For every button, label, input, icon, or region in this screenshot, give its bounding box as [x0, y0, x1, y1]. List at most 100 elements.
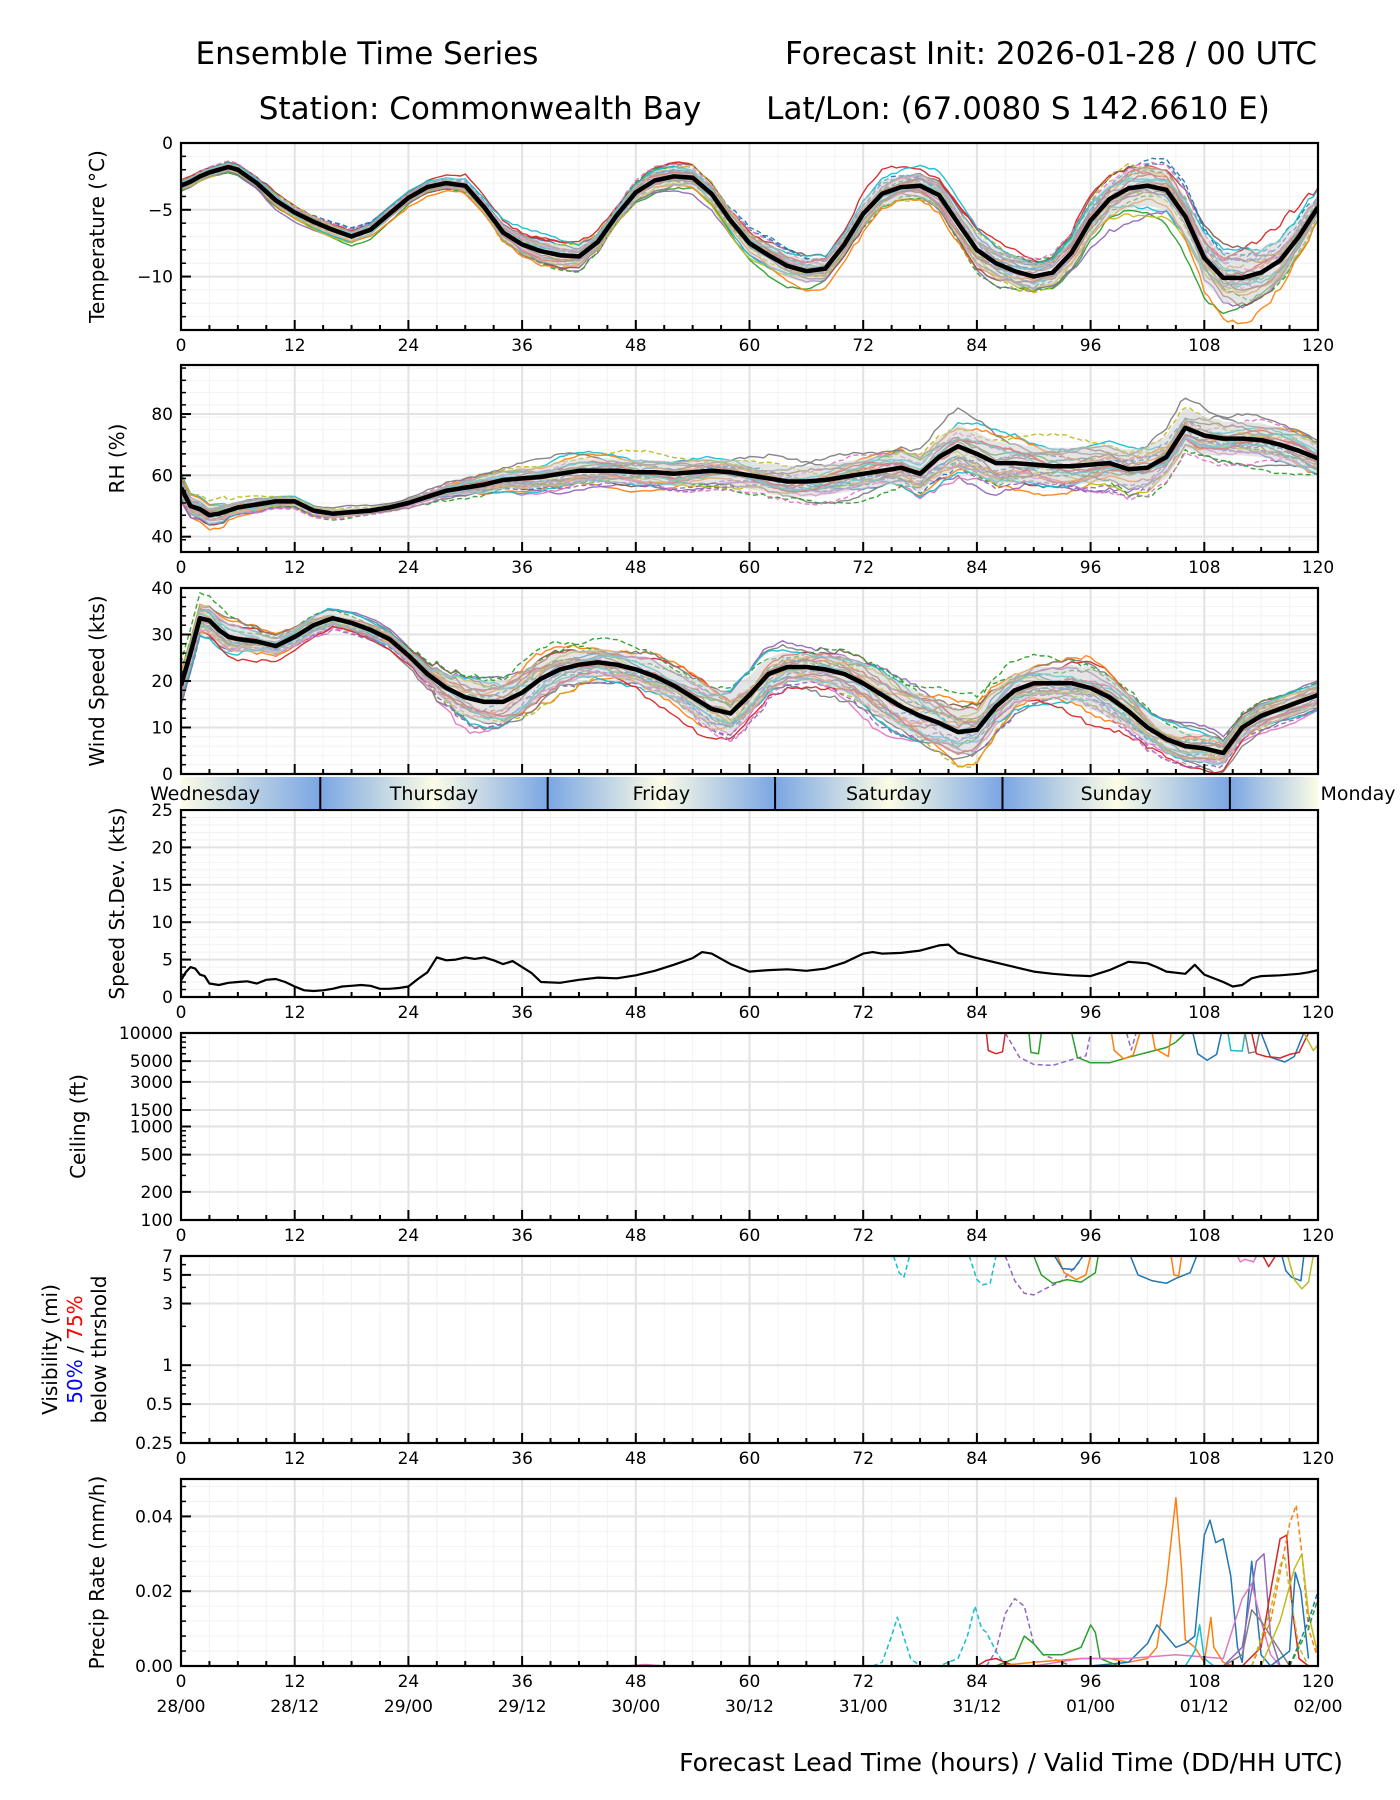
- x-tick-label: 84: [966, 1003, 988, 1023]
- member-line: [1110, 1033, 1141, 1060]
- day-label: Thursday: [389, 783, 478, 805]
- panel-temperature: 0 12 24 36 48 60 72 84 96 108 120 0 −5 −10 Temperature…: [85, 134, 1334, 356]
- member-line: [985, 1597, 1072, 1666]
- y-tick-label: 200: [141, 1183, 173, 1203]
- x-tick-label: 96: [1080, 1226, 1102, 1246]
- x-tick-label: 12: [284, 1226, 306, 1246]
- y-tick-label: 1500: [130, 1101, 173, 1121]
- x-tick-label: 48: [625, 336, 647, 356]
- y-tick-label: 3: [162, 1295, 173, 1315]
- day-label: Saturday: [846, 783, 932, 805]
- x-tick-label: 108: [1188, 336, 1220, 356]
- member-line: [1028, 1033, 1043, 1055]
- y-tick-label: 0: [162, 988, 173, 1008]
- x-tick-label: 60: [739, 1226, 761, 1246]
- x-tick-label: 48: [625, 1449, 647, 1469]
- x-tick-label: 36: [511, 336, 533, 356]
- member-line: [1286, 1256, 1315, 1290]
- x-tick-label: 12: [284, 336, 306, 356]
- x-tick-label: 24: [398, 1449, 420, 1469]
- x-tick-label: 48: [625, 1003, 647, 1023]
- panel-ceiling: 0 12 24 36 48 60 72 84 96 108 120 100 200 500 10001500…: [66, 1024, 1334, 1246]
- day-segment: [1002, 777, 1230, 809]
- member-line: [1270, 1571, 1310, 1666]
- ensemble-member-line: [181, 627, 1318, 765]
- x-tick-label: 24: [398, 1672, 420, 1692]
- ensemble-member-line: [181, 172, 1318, 315]
- y-tick-label: 60: [151, 466, 173, 486]
- member-line: [892, 1256, 911, 1278]
- panel-speed-stdev: 0 12 24 36 48 60 72 84 96 108 120 0 5 10 15 20 25 Speed S…: [105, 801, 1334, 1023]
- ensemble-mean-line: [181, 425, 1318, 518]
- day-segment: [320, 777, 548, 809]
- ensemble-member-line: [181, 628, 1318, 769]
- figure-title: Ensemble Time Series: [196, 36, 539, 72]
- x-tick-label: 84: [966, 558, 988, 578]
- member-line: [1033, 1582, 1281, 1666]
- plot-area: [626, 1496, 1318, 1666]
- x-tick-label: 60: [739, 1449, 761, 1469]
- y-axis-label: Speed St.Dev. (kts): [105, 807, 129, 999]
- spread-band: [181, 407, 1318, 525]
- plot-area: [892, 1256, 1315, 1296]
- y-tick-label: −5: [148, 201, 173, 221]
- grid: [180, 1255, 1319, 1444]
- day-segment: [181, 777, 321, 809]
- member-line: [1288, 1598, 1318, 1666]
- spread-band: [181, 604, 1318, 766]
- y-tick-label: 5: [162, 951, 173, 971]
- valid-time-label: 29/00: [384, 1697, 433, 1717]
- day-label: Friday: [633, 783, 691, 805]
- x-tick-label: 24: [398, 1226, 420, 1246]
- valid-time-label: 02/00: [1294, 1697, 1343, 1717]
- plot-area: [181, 397, 1318, 531]
- y-axis-label: Precip Rate (mm/h): [85, 1476, 109, 1670]
- y-tick-label: 5000: [130, 1052, 173, 1072]
- x-tick-label: 120: [1302, 1003, 1334, 1023]
- y-tick-label: 15: [151, 876, 173, 896]
- day-segment: [547, 777, 776, 809]
- y-tick-label: 0.02: [135, 1582, 173, 1602]
- ensemble-member-line: [181, 591, 1318, 751]
- day-label: Sunday: [1081, 783, 1152, 805]
- grid: [180, 1032, 1319, 1221]
- member-line: [1192, 1033, 1223, 1062]
- y-tick-label: 20: [151, 838, 173, 858]
- y-tick-label: 30: [151, 626, 173, 646]
- member-line: [1151, 1033, 1172, 1058]
- ensemble-mean-line: [181, 615, 1318, 756]
- x-tick-label: 96: [1080, 336, 1102, 356]
- x-tick-label: 84: [966, 1449, 988, 1469]
- x-tick-label: 108: [1188, 1226, 1220, 1246]
- valid-time-label: 31/00: [839, 1697, 888, 1717]
- day-segment: [775, 777, 1003, 809]
- y-tick-label: 0.04: [135, 1507, 173, 1527]
- member-line: [1125, 1033, 1137, 1051]
- x-tick-label: 72: [852, 1449, 874, 1469]
- x-tick-label: 36: [511, 558, 533, 578]
- member-line: [1184, 1624, 1215, 1666]
- valid-time-label: 30/00: [611, 1697, 660, 1717]
- ensemble-mean-line: [181, 164, 1318, 281]
- x-tick-label: 0: [176, 1449, 187, 1469]
- x-tick-label: 84: [966, 1226, 988, 1246]
- ensemble-member-line: [181, 162, 1318, 273]
- ensemble-member-line: [181, 160, 1318, 271]
- x-axis-title: Forecast Lead Time (hours) / Valid Time …: [679, 1748, 1343, 1777]
- x-tick-label: 60: [739, 1003, 761, 1023]
- x-tick-label: 48: [625, 1672, 647, 1692]
- member-line: [1260, 1033, 1305, 1063]
- x-tick-label: 12: [284, 1672, 306, 1692]
- x-tick-label: 60: [739, 558, 761, 578]
- x-tick-label: 0: [176, 558, 187, 578]
- y-tick-label: 100: [141, 1211, 173, 1231]
- ensemble-member-line: [181, 157, 1318, 266]
- member-line: [1227, 1033, 1246, 1052]
- station-latlon: Lat/Lon: (67.0080 S 142.6610 E): [766, 91, 1270, 127]
- member-line: [1303, 1033, 1318, 1052]
- member-line: [1288, 1590, 1318, 1666]
- x-tick-label: 48: [625, 558, 647, 578]
- y-tick-label: 80: [151, 405, 173, 425]
- member-line: [1236, 1256, 1258, 1263]
